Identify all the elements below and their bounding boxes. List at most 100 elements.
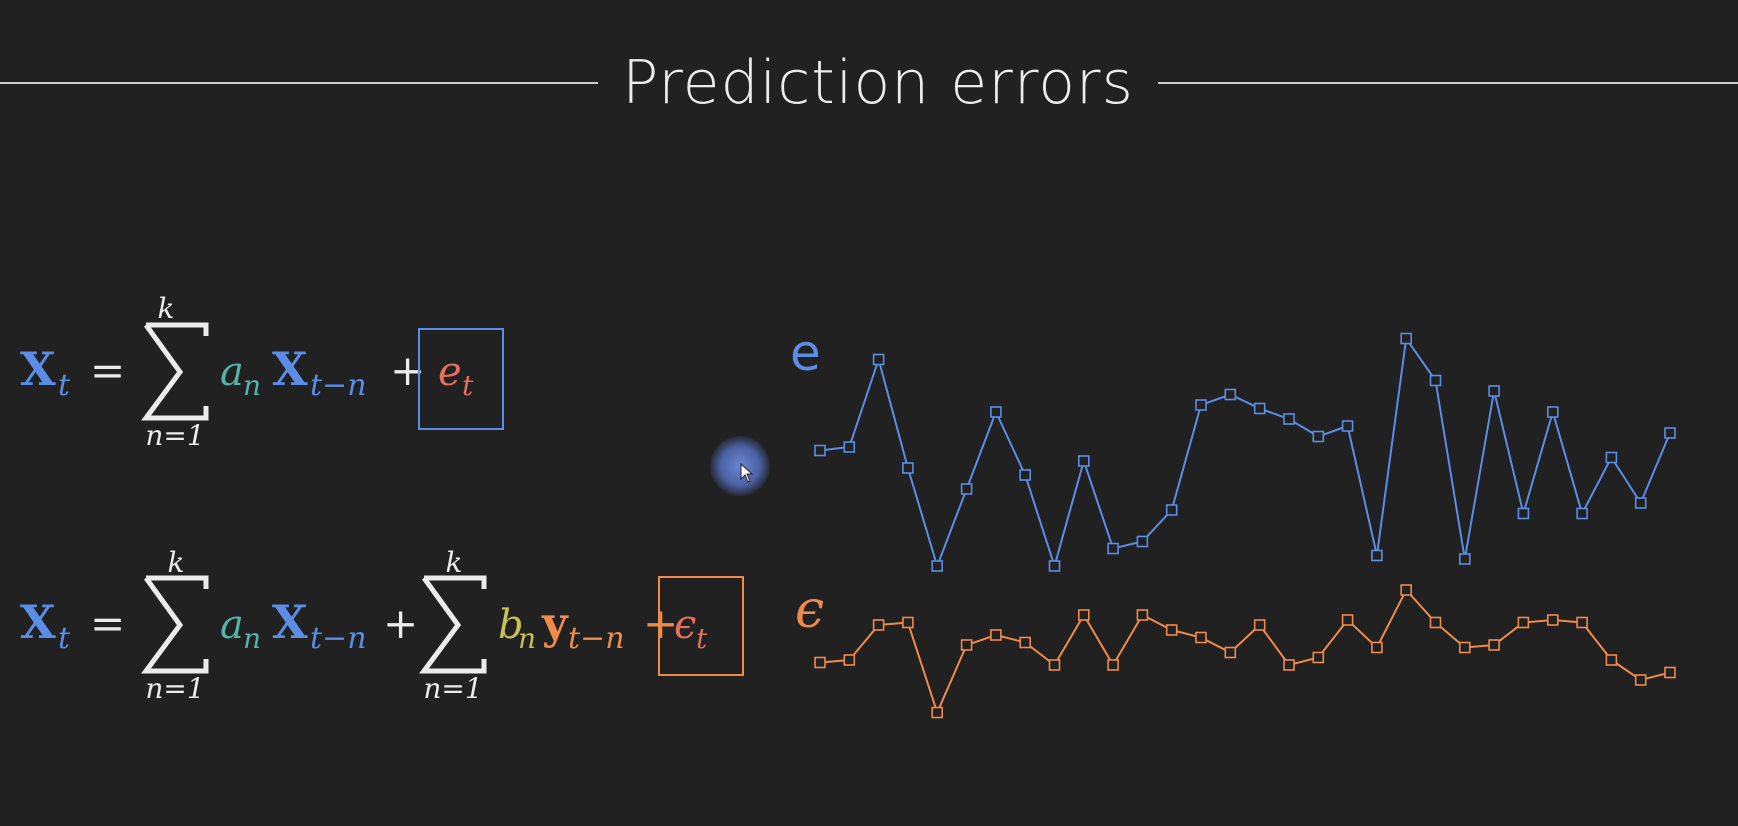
series-e-point	[902, 462, 914, 474]
eq1-coef-sub: n	[243, 369, 261, 402]
page-title: Prediction errors	[622, 48, 1134, 118]
series-e-point	[1547, 406, 1559, 418]
title-bar: Prediction errors	[0, 38, 1738, 134]
series-e-point	[1048, 560, 1061, 572]
series-epsilon-point	[872, 619, 885, 631]
series-epsilon-point	[1195, 631, 1207, 644]
eq2-plus2: +	[643, 599, 678, 648]
series-e-point	[1165, 504, 1178, 516]
series-e-line	[819, 335, 1671, 570]
series-e-point	[1576, 507, 1588, 520]
eq2-sum2-top: k	[446, 546, 463, 579]
series-e-point	[1283, 413, 1295, 425]
series-epsilon-point	[1048, 659, 1061, 671]
series-epsilon-point	[1165, 624, 1178, 636]
eq2-coef2: b	[498, 602, 524, 648]
equation-granger: X t = k n=1 a n X t−n + k n=1 b n y t−n …	[20, 546, 744, 705]
eq1-sum-top: k	[158, 292, 175, 325]
eq2-equals: =	[90, 599, 125, 648]
eq2-coef1-sub: n	[243, 622, 261, 655]
eq2-sum2-sigma	[419, 575, 487, 674]
series-epsilon-line	[819, 588, 1671, 716]
series-epsilon-point	[1107, 659, 1119, 671]
series-epsilon-point	[990, 629, 1002, 641]
series-epsilon-label: ϵ	[795, 580, 824, 640]
cursor-highlight	[710, 436, 770, 496]
series-e-point	[1488, 385, 1500, 397]
eq2-coef2-sub: n	[518, 622, 536, 655]
eq2-coef1: a	[220, 602, 244, 648]
series-e-point	[1634, 497, 1647, 509]
eq2-sum1-bottom: n=1	[145, 672, 204, 705]
eq1-lhs-sub: t	[58, 368, 71, 403]
eq1-var-sub: t−n	[310, 368, 367, 403]
series-e-point	[1605, 451, 1618, 464]
series-epsilon-point	[1429, 616, 1442, 629]
series-epsilon-point	[931, 706, 944, 719]
series-epsilon-point	[843, 654, 856, 666]
series-epsilon-point	[1547, 614, 1559, 626]
series-epsilon-point	[1019, 636, 1032, 649]
series-e-point	[1107, 542, 1119, 555]
series-epsilon-point	[1576, 616, 1588, 629]
series-epsilon-point	[1459, 641, 1471, 654]
eq2-err: ϵ	[674, 602, 696, 648]
eq2-var2: y	[541, 598, 569, 649]
eq2-sum1-top: k	[168, 546, 185, 579]
series-epsilon-point	[1136, 609, 1149, 621]
title-rule-left	[0, 82, 598, 84]
eq2-err-sub: t	[696, 622, 708, 655]
series-e-point	[1664, 427, 1676, 439]
series-e-point	[1253, 402, 1266, 415]
eq2-lhs-sub: t	[58, 621, 71, 656]
series-epsilon-point	[1224, 646, 1237, 659]
series-e-point	[1312, 430, 1325, 443]
eq1-coef: a	[220, 349, 244, 395]
series-e-point	[1371, 549, 1383, 562]
eq2-var1: X	[272, 595, 308, 649]
series-epsilon-point	[1517, 616, 1530, 629]
series-epsilon-point	[814, 656, 826, 669]
series-e-point	[1459, 553, 1471, 565]
title-rule-right	[1158, 82, 1738, 84]
eq2-lhs-var: X	[20, 595, 56, 649]
eq1-err: e	[438, 349, 462, 395]
series-epsilon-point	[1488, 639, 1500, 651]
series-epsilon-point	[1253, 619, 1266, 631]
series-e-point	[960, 483, 973, 495]
eq1-lhs-var: X	[20, 342, 56, 396]
eq1-error-box	[418, 328, 504, 430]
series-epsilon-point	[1371, 641, 1383, 654]
series-epsilon-point	[1078, 609, 1090, 621]
series-e-point	[1224, 388, 1237, 401]
eq2-sum2-bottom: n=1	[423, 672, 482, 705]
eq2-var2-sub: t−n	[568, 621, 625, 656]
eq1-err-sub: t	[462, 369, 474, 402]
series-e-point	[843, 441, 856, 453]
eq2-var1-sub: t−n	[310, 621, 367, 656]
eq1-equals: =	[90, 346, 125, 395]
series-e-point	[1078, 455, 1090, 467]
equation-ar: X t = k n=1 a n X t−n + e t	[20, 292, 504, 452]
eq1-sum-bottom: n=1	[145, 419, 204, 452]
eq2-error-box	[658, 576, 744, 676]
series-epsilon-point	[1400, 584, 1412, 596]
eq2-plus1: +	[383, 599, 418, 648]
series-e-point	[1136, 535, 1149, 548]
series-e-plot	[814, 332, 1676, 572]
series-e-point	[990, 406, 1002, 418]
series-e-point	[814, 444, 826, 457]
series-e-label: e	[790, 324, 821, 382]
series-epsilon-point	[1312, 651, 1325, 664]
series-epsilon-point	[1664, 666, 1676, 679]
series-epsilon-plot	[814, 584, 1676, 719]
series-epsilon-point	[1605, 654, 1618, 666]
series-epsilon-point	[960, 639, 973, 651]
series-e-point	[872, 353, 885, 366]
series-e-point	[1195, 399, 1207, 411]
series-epsilon-point	[1634, 674, 1647, 686]
series-epsilon-point	[1283, 659, 1295, 671]
eq1-sum-sigma	[141, 322, 209, 421]
series-e-point	[1019, 469, 1032, 481]
